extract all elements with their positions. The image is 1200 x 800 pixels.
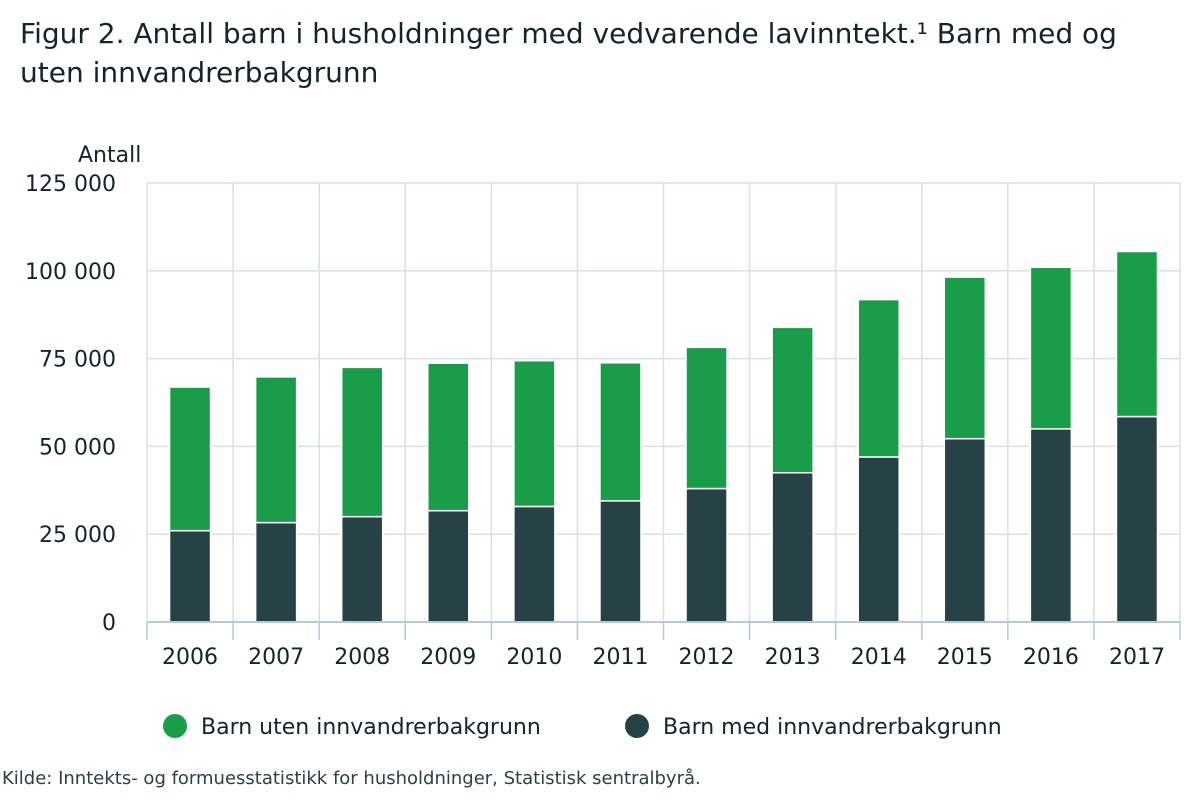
x-tick-label: 2011 — [592, 645, 648, 670]
source-note: Kilde: Inntekts- og formuesstatistikk fo… — [2, 768, 701, 789]
bar-segment — [340, 515, 384, 623]
x-tick-label: 2014 — [851, 645, 907, 670]
axes: 0 25 000 50 000 75 000 100 000 125 000 Antall 2… — [25, 143, 1181, 670]
x-tick-label: 2008 — [334, 645, 390, 670]
x-tick-label: 2007 — [248, 645, 304, 670]
bar-segment — [427, 362, 470, 512]
x-tick-label: 2013 — [765, 645, 821, 670]
bar-segment — [254, 376, 298, 524]
y-tick-label: 125 000 — [25, 172, 116, 197]
bar-segment — [513, 505, 556, 623]
bar-segment — [1115, 250, 1159, 418]
bars — [168, 250, 1159, 623]
bar-segment — [513, 359, 556, 508]
bar-segment — [771, 326, 814, 474]
x-tick-label: 2012 — [679, 645, 735, 670]
bar-segment — [168, 386, 212, 532]
bar-segment — [427, 509, 470, 623]
bar-segment — [857, 298, 900, 458]
y-tick-label: 25 000 — [39, 523, 116, 548]
y-axis-label: Antall — [78, 143, 141, 168]
y-tick-label: 100 000 — [25, 260, 116, 285]
x-tick-label: 2016 — [1023, 645, 1079, 670]
bar-segment — [771, 471, 814, 623]
legend-swatch — [163, 714, 187, 738]
bar-segment — [1029, 266, 1073, 430]
bar-segment — [168, 529, 212, 623]
y-tick-label: 75 000 — [39, 348, 116, 373]
bar-segment — [1029, 428, 1073, 623]
bar-segment — [599, 362, 642, 502]
legend-label: Barn med innvandrerbakgrunn — [663, 715, 1002, 740]
bar-segment — [685, 346, 728, 490]
legend: Barn uten innvandrerbakgrunn Barn med inn… — [163, 714, 1002, 740]
x-tick-label: 2009 — [420, 645, 476, 670]
x-tick-label: 2006 — [162, 645, 218, 670]
bar-segment — [340, 366, 384, 518]
x-tick-label: 2010 — [506, 645, 562, 670]
bar-segment — [857, 456, 900, 623]
legend-swatch — [625, 714, 649, 738]
x-tick-label: 2017 — [1109, 645, 1165, 670]
gridlines — [146, 182, 1181, 622]
legend-label: Barn uten innvandrerbakgrunn — [201, 715, 541, 740]
bar-segment — [943, 276, 987, 440]
bar-segment — [1115, 415, 1159, 623]
bar-segment — [254, 521, 298, 623]
bar-segment — [943, 437, 987, 623]
y-tick-label: 0 — [102, 611, 116, 636]
x-tick-label: 2015 — [937, 645, 993, 670]
bar-segment — [685, 487, 728, 623]
bar-segment — [599, 500, 642, 623]
chart-title: Figur 2. Antall barn i husholdninger med… — [20, 17, 1117, 89]
y-tick-label: 50 000 — [39, 435, 116, 460]
bar-chart: 0 25 000 50 000 75 000 100 000 125 000 Antall 2… — [25, 143, 1181, 740]
